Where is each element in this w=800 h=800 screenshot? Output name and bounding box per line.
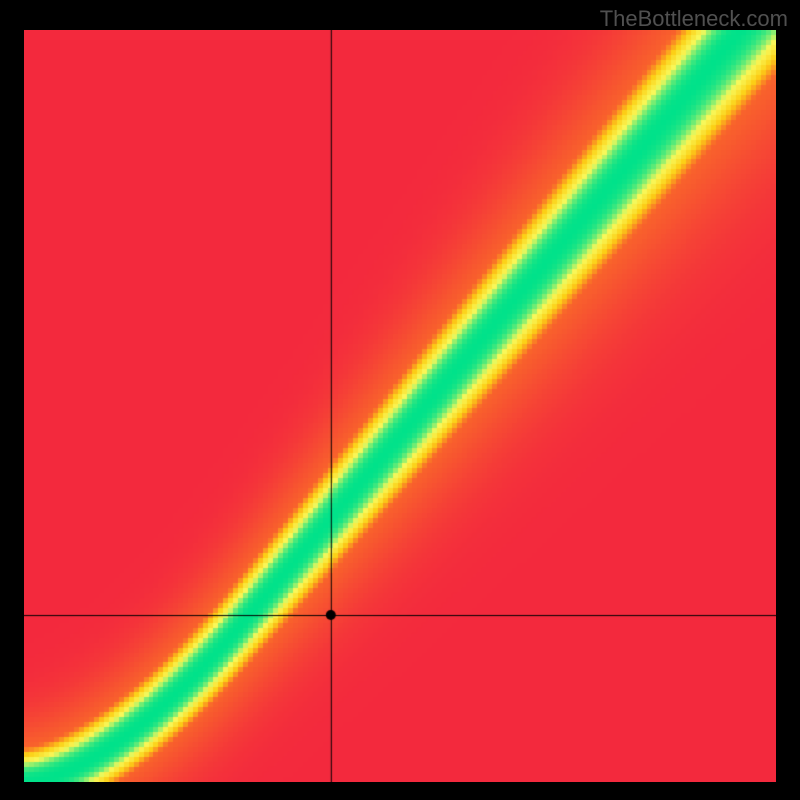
heatmap-canvas [24, 30, 776, 782]
heatmap-plot [24, 30, 776, 782]
watermark-text: TheBottleneck.com [600, 6, 788, 32]
chart-container: TheBottleneck.com [0, 0, 800, 800]
